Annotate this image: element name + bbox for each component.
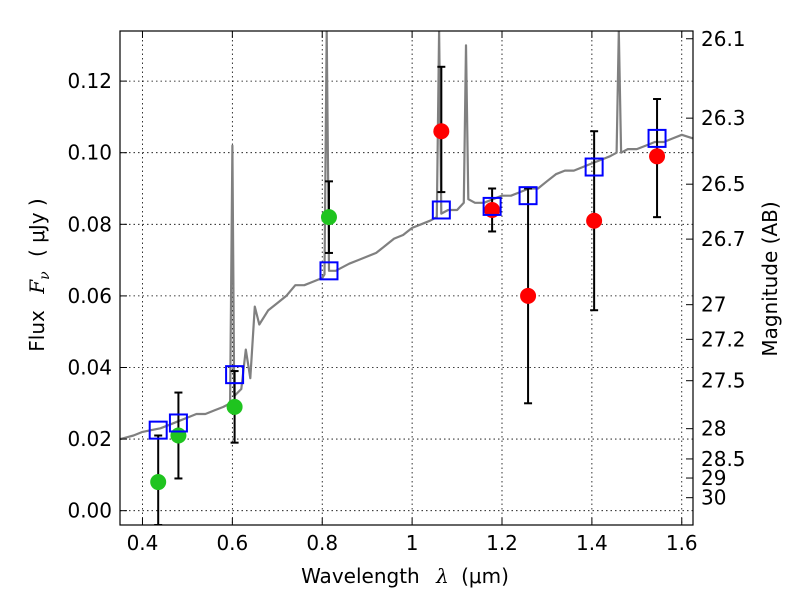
mag-tick-label: 26.7: [701, 227, 746, 251]
mag-tick-label: 27.5: [701, 369, 746, 393]
model-band-square: [168, 413, 188, 433]
y-axis-label-symbol: F: [25, 279, 49, 295]
red-data-point: [433, 123, 450, 140]
mag-tick-label: 28: [701, 417, 726, 441]
green-data-point: [150, 474, 167, 491]
mag-tick-label: 27.2: [701, 327, 746, 351]
y-tick-label: 0.10: [67, 141, 112, 165]
plot-area: [120, 31, 693, 525]
x-tick-label: 1.2: [486, 531, 518, 555]
model-band-square: [482, 196, 502, 216]
x-tick-label: 0.4: [127, 531, 159, 555]
plot-content: [120, 31, 693, 525]
green-data-point: [226, 398, 243, 415]
x-axis-label-prefix: Wavelength: [301, 564, 420, 588]
model-band-square: [518, 186, 538, 206]
mag-tick-label: 26.3: [701, 106, 746, 130]
x-axis-label: Wavelength λ (μm): [301, 564, 509, 588]
mag-tick-label: 28.5: [701, 447, 746, 471]
y-tick-label: 0.12: [67, 69, 112, 93]
y-tick-label: 0.02: [67, 427, 112, 451]
model-band-square: [319, 261, 339, 281]
axis-ticks: 0.4 0.6 0.8 1 1.2 1.4 1.6 0.00 0.02 0.04 0.06 0.08 0…: [67, 27, 745, 555]
mag-tick-label: 27: [701, 293, 726, 317]
grid: [120, 31, 693, 525]
x-tick-label: 1.6: [666, 531, 698, 555]
y-tick-label: 0.06: [67, 284, 112, 308]
model-spectrum-line: [120, 31, 693, 441]
y-axis-label-prefix: Flux: [25, 310, 49, 352]
mag-tick-label: 29: [701, 466, 726, 490]
mag-tick-label: 26.1: [701, 27, 746, 51]
y-axis-label-unit: ( μJy ): [25, 198, 49, 257]
x-tick-label: 1: [406, 531, 419, 555]
green-data-point: [320, 209, 337, 226]
y2-axis-label: Magnitude (AB): [758, 201, 782, 356]
model-band-square: [584, 157, 604, 177]
y-tick-label: 0.00: [67, 499, 112, 523]
y-axis-label: Flux Fν ( μJy ): [25, 198, 54, 351]
mag-tick-label: 30: [701, 486, 726, 510]
x-tick-label: 0.8: [306, 531, 338, 555]
green-data-point: [170, 427, 187, 444]
red-data-point: [520, 287, 537, 304]
y-tick-label: 0.04: [67, 355, 112, 379]
red-data-point: [586, 212, 603, 229]
red-data-point: [649, 148, 666, 165]
x-axis-label-symbol: λ: [435, 564, 449, 588]
x-axis-label-unit: (μm): [461, 564, 509, 588]
y-axis-label-subscript: ν: [37, 271, 53, 280]
plot-frame: [119, 30, 694, 526]
x-tick-label: 0.6: [216, 531, 248, 555]
model-band-square: [647, 128, 667, 148]
model-band-square: [431, 200, 451, 220]
y-tick-label: 0.08: [67, 212, 112, 236]
mag-tick-label: 26.5: [701, 172, 746, 196]
model-band-square: [225, 365, 245, 385]
x-tick-label: 1.4: [576, 531, 608, 555]
model-band-square: [148, 420, 168, 440]
